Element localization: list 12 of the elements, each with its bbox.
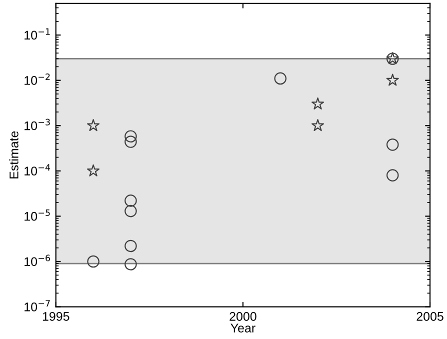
x-tick-label: 1995 (42, 312, 70, 321)
x-tick-label: 2000 (230, 312, 256, 321)
y-tick-label: 10$^{−5}$ (24, 209, 50, 221)
x-tick-label: 2005 (416, 312, 444, 321)
y-tick-label: 10$^{−3}$ (24, 118, 50, 130)
y-axis-title: Estimate (9, 131, 18, 178)
y-tick-label: 10$^{−4}$ (24, 164, 50, 176)
y-tick-label: 10$^{−1}$ (24, 28, 50, 40)
y-tick-label: 10$^{−7}$ (24, 300, 50, 312)
x-axis-title: Year (230, 324, 256, 332)
y-tick-label: 10$^{−2}$ (24, 73, 50, 85)
y-tick-label: 10$^{−6}$ (24, 254, 50, 266)
